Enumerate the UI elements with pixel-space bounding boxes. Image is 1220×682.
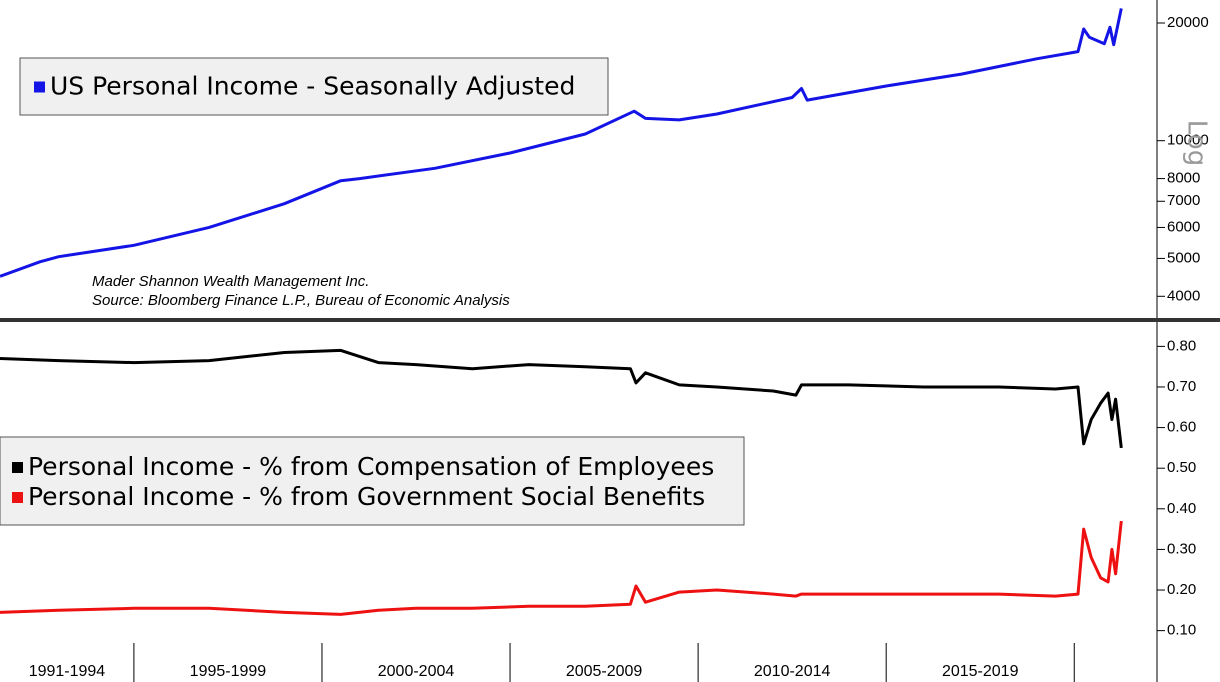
- legend-label: US Personal Income - Seasonally Adjusted: [50, 72, 575, 101]
- y-tick-label: 10000: [1167, 132, 1209, 149]
- x-tick-label: 1991-1994: [29, 663, 106, 680]
- y-tick-label: 0.70: [1167, 378, 1196, 395]
- series-line: [0, 520, 1123, 616]
- series-line: [0, 8, 1123, 278]
- legend-box: [19, 57, 609, 116]
- y-tick-label: 0.50: [1167, 459, 1196, 476]
- legend-label: Personal Income - % from Government Soci…: [28, 482, 705, 511]
- y-tick-label: 0.80: [1167, 337, 1196, 354]
- y-tick-label: 0.60: [1167, 419, 1196, 436]
- x-tick-label: 1995-1999: [190, 663, 267, 680]
- annotation: Mader Shannon Wealth Management Inc.: [92, 273, 369, 290]
- y-tick-label: 0.40: [1167, 500, 1196, 517]
- y-tick-label: 0.20: [1167, 581, 1196, 598]
- x-tick-label: 2000-2004: [378, 663, 455, 680]
- panel-divider: [0, 318, 1220, 322]
- legend-label: Personal Income - % from Compensation of…: [28, 452, 714, 481]
- y-tick-label: 0.30: [1167, 540, 1196, 557]
- x-tick-label: 2010-2014: [754, 663, 831, 680]
- y-tick-label: 0.10: [1167, 622, 1196, 639]
- legend-swatch: [34, 81, 45, 93]
- y-tick-label: 8000: [1167, 170, 1200, 187]
- series-line: [0, 348, 1123, 449]
- y-tick-label: 7000: [1167, 192, 1200, 209]
- x-tick-label: 2015-2019: [942, 663, 1019, 680]
- legend-swatch: [12, 492, 23, 503]
- y-tick-label: 5000: [1167, 249, 1200, 266]
- y-tick-label: 20000: [1167, 14, 1209, 31]
- legend-box: [0, 436, 745, 526]
- axis-label: Log: [1182, 120, 1212, 166]
- y-tick-label: 6000: [1167, 218, 1200, 235]
- legend-swatch: [12, 462, 23, 473]
- annotation: Source: Bloomberg Finance L.P., Bureau o…: [92, 292, 510, 309]
- y-tick-label: 4000: [1167, 287, 1200, 304]
- x-tick-label: 2005-2009: [566, 663, 643, 680]
